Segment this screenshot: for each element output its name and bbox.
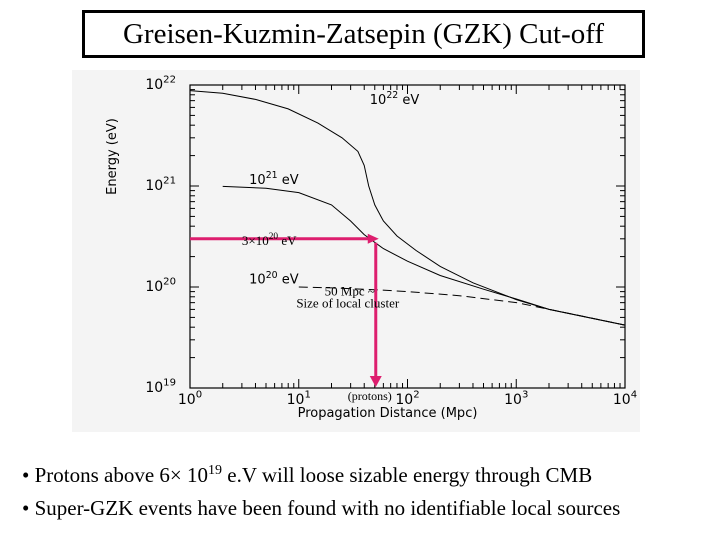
series-line-22 (189, 90, 626, 326)
plot-background (72, 70, 640, 432)
bullet-super-gzk: • Super-GZK events have been found with … (22, 496, 621, 520)
y-tick-label: 1020 (145, 277, 176, 295)
annotation-50mpc: 50 Mpc ~ (325, 284, 375, 299)
y-tick-label: 1019 (145, 378, 176, 396)
y-tick-label: 1021 (145, 176, 176, 194)
cut-arrow-down (369, 376, 382, 387)
series-line-20 (298, 286, 626, 326)
slide-title: Greisen-Kuzmin-Zatsepin (GZK) Cut-off (122, 17, 605, 50)
cut-arrow-right (367, 233, 379, 244)
x-tick-label: 103 (504, 390, 528, 408)
x-tick-label: 104 (613, 390, 637, 408)
y-tick-label: 1022 (145, 75, 176, 93)
annotation-3e20: 3×1020 eV (242, 232, 297, 248)
x-tick-label: 102 (395, 390, 419, 408)
annotation-local-cluster: Size of local cluster (296, 295, 400, 310)
x-tick-label: 101 (287, 390, 311, 408)
series-label-20: 1020 eV (249, 270, 299, 288)
bullet-protons: • Protons above 6× 1019 e.V will loose s… (22, 454, 712, 492)
x-tick-label: 100 (178, 390, 202, 408)
series-label-22: 1022 eV (370, 90, 420, 108)
x-axis-label: Propagation Distance (Mpc) (298, 406, 478, 421)
y-axis-label: Energy (eV) (105, 118, 120, 195)
bullet-protons-text-end: e.V will loose sizable energy through CM… (222, 463, 593, 487)
bullet-protons-exponent: 19 (208, 463, 223, 478)
series-label-21: 1021 eV (249, 170, 299, 188)
slide-title-box: Greisen-Kuzmin-Zatsepin (GZK) Cut-off (82, 10, 645, 58)
annotation-protons: (protons) (348, 389, 392, 403)
bullet-list: • Protons above 6× 1019 e.V will loose s… (22, 454, 712, 525)
series-line-21 (222, 185, 626, 326)
bullet-protons-text: • Protons above 6× 10 (22, 463, 209, 487)
